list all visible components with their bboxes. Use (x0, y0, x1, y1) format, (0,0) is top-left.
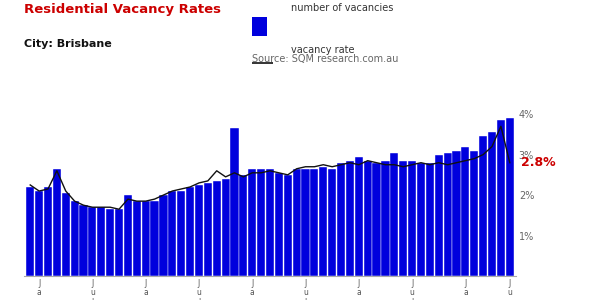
Bar (417, 163, 425, 276)
Bar (35, 191, 43, 276)
Bar (106, 209, 114, 276)
Bar (79, 205, 88, 276)
Bar (452, 151, 461, 276)
Bar (301, 169, 310, 276)
Text: City: Brisbane: City: Brisbane (24, 39, 112, 49)
Bar (373, 163, 380, 276)
Bar (115, 209, 123, 276)
Bar (479, 136, 487, 276)
Bar (390, 153, 398, 276)
Bar (53, 169, 61, 276)
Bar (142, 201, 150, 276)
Bar (44, 187, 52, 276)
Bar (328, 169, 336, 276)
Text: Residential Vacancy Rates: Residential Vacancy Rates (24, 3, 221, 16)
Bar (426, 163, 434, 276)
Bar (133, 201, 141, 276)
Bar (506, 118, 514, 276)
Bar (275, 173, 283, 276)
Bar (204, 183, 212, 276)
Bar (337, 163, 345, 276)
Bar (470, 151, 478, 276)
Bar (160, 195, 167, 276)
Bar (168, 191, 176, 276)
Bar (88, 207, 97, 276)
Bar (221, 179, 230, 276)
Bar (71, 201, 79, 276)
Bar (293, 169, 301, 276)
Text: 2.8%: 2.8% (521, 156, 556, 169)
Bar (230, 128, 239, 276)
Bar (177, 191, 185, 276)
Bar (257, 169, 265, 276)
Bar (355, 157, 363, 276)
Bar (408, 161, 416, 276)
Bar (346, 161, 354, 276)
Bar (62, 193, 70, 276)
Bar (319, 167, 328, 276)
Bar (443, 153, 452, 276)
Bar (97, 207, 106, 276)
Bar (248, 169, 256, 276)
Bar (186, 187, 194, 276)
Bar (266, 169, 274, 276)
Bar (382, 161, 389, 276)
Bar (26, 187, 34, 276)
Text: number of vacancies: number of vacancies (291, 3, 394, 13)
Bar (212, 181, 221, 276)
Bar (434, 154, 443, 276)
Bar (497, 120, 505, 276)
Bar (195, 185, 203, 276)
Bar (151, 201, 158, 276)
Bar (239, 175, 247, 276)
Bar (399, 161, 407, 276)
Bar (310, 169, 319, 276)
Bar (488, 132, 496, 276)
Bar (124, 195, 132, 276)
Text: Source: SQM research.com.au: Source: SQM research.com.au (252, 54, 398, 64)
Bar (461, 146, 469, 276)
Text: vacancy rate: vacancy rate (291, 45, 355, 55)
Bar (284, 175, 292, 276)
Bar (364, 161, 372, 276)
